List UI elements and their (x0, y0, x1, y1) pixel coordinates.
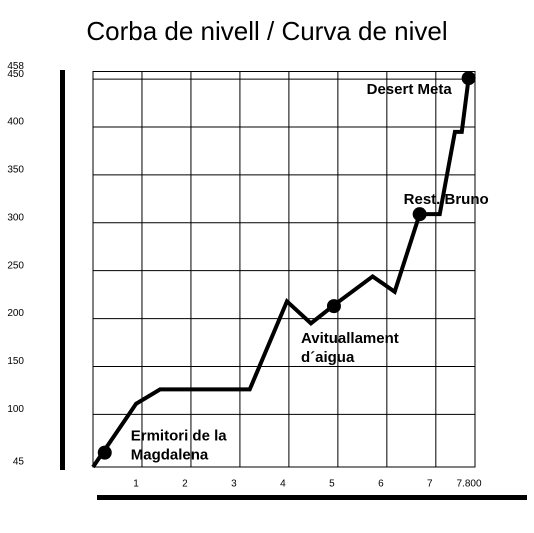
y-tick-label: 450 (7, 69, 24, 80)
point-label: Rest. Bruno (404, 191, 489, 208)
y-tick-label: 400 (7, 117, 24, 128)
elevation-line (91, 77, 471, 469)
point-label: Magdalena (131, 447, 209, 464)
x-tick-label: 5 (329, 479, 335, 490)
chart-title: Corba de nivell / Curva de nivel (86, 16, 447, 46)
x-tick-label: 7.800 (456, 479, 481, 490)
x-tick-label: 4 (280, 479, 286, 490)
x-tick-label: 2 (182, 479, 188, 490)
point-marker (412, 207, 427, 222)
x-tick-label: 6 (378, 479, 384, 490)
x-tick-label: 1 (133, 479, 139, 490)
point-marker (461, 71, 476, 86)
point-marker (97, 445, 112, 460)
point-label: d´aigua (301, 349, 355, 366)
point-label: Ermitori de la (131, 428, 228, 445)
y-tick-label: 200 (7, 308, 24, 319)
y-tick-label: 100 (7, 404, 24, 415)
point-label: Desert Meta (367, 81, 453, 98)
point-marker (326, 299, 341, 314)
y-tick-label: 350 (7, 165, 24, 176)
y-tick-label: 45 (13, 457, 25, 468)
y-tick-label: 300 (7, 212, 24, 223)
y-tick-label: 458 (7, 61, 24, 72)
x-tick-label: 7 (427, 479, 433, 490)
axis-bar-left (60, 70, 65, 470)
y-tick-label: 150 (7, 356, 24, 367)
y-tick-label: 250 (7, 260, 24, 271)
point-label: Avituallament (301, 330, 399, 347)
axis-bar-bottom (97, 495, 527, 500)
x-tick-label: 3 (231, 479, 237, 490)
